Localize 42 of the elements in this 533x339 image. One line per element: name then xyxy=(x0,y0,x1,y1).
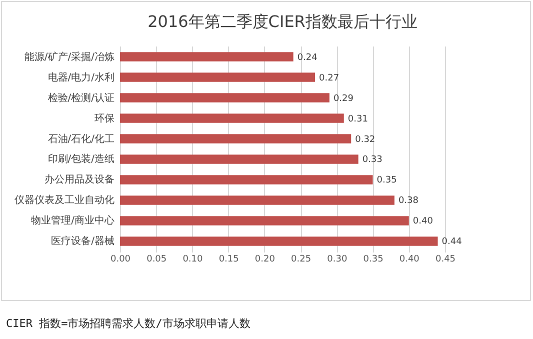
x-tick-label: 0.15 xyxy=(218,254,239,264)
x-tick-label: 0.00 xyxy=(110,254,131,264)
y-tick-label: 检验/检测/认证 xyxy=(48,92,114,104)
x-tick-label: 0.05 xyxy=(146,254,167,264)
x-tick-label: 0.35 xyxy=(363,254,384,264)
data-label: 0.24 xyxy=(297,52,318,63)
data-label: 0.29 xyxy=(333,94,354,104)
y-tick-label: 物业管理/商业中心 xyxy=(31,214,114,227)
bar xyxy=(120,52,294,62)
y-tick-label: 印刷/包装/造纸 xyxy=(48,153,114,166)
y-tick-label: 能源/矿产/采掘/冶炼 xyxy=(24,50,114,63)
data-label: 0.32 xyxy=(355,134,376,145)
x-tick-label: 0.45 xyxy=(435,254,456,264)
y-tick-label: 电器/电力/水利 xyxy=(48,71,114,84)
data-label: 0.33 xyxy=(362,155,382,166)
y-tick-label: 环保 xyxy=(94,113,114,124)
y-tick-label: 石油/石化/化工 xyxy=(48,132,114,145)
y-tick-label: 医疗设备/器械 xyxy=(51,235,114,248)
x-tick-label: 0.30 xyxy=(327,254,348,264)
bar xyxy=(120,154,358,164)
data-label: 0.38 xyxy=(398,196,419,206)
data-label: 0.44 xyxy=(442,237,462,248)
data-label: 0.40 xyxy=(412,216,434,227)
data-label: 0.27 xyxy=(319,73,340,84)
data-label: 0.31 xyxy=(348,114,368,124)
x-tick-label: 0.40 xyxy=(399,254,420,264)
bar xyxy=(120,236,438,246)
y-tick-label: 仪器仪表及工业自动化 xyxy=(14,194,114,206)
text: CIER 指数=市场招聘需求人数/市场求职申请人数 xyxy=(6,316,250,331)
bar xyxy=(120,134,352,144)
y-tick-label: 办公用品及设备 xyxy=(44,174,114,186)
bar xyxy=(120,175,373,184)
x-tick-label: 0.20 xyxy=(254,254,276,264)
bar xyxy=(120,93,330,102)
x-tick-label: 0.10 xyxy=(182,254,204,264)
bar xyxy=(120,196,394,205)
x-tick-label: 0.25 xyxy=(291,254,312,264)
bar xyxy=(120,114,344,123)
bar xyxy=(120,72,315,82)
bar xyxy=(120,216,409,226)
chart-title: 2016年第二季度CIER指数最后十行业 xyxy=(148,12,418,31)
data-label: 0.35 xyxy=(376,176,397,186)
